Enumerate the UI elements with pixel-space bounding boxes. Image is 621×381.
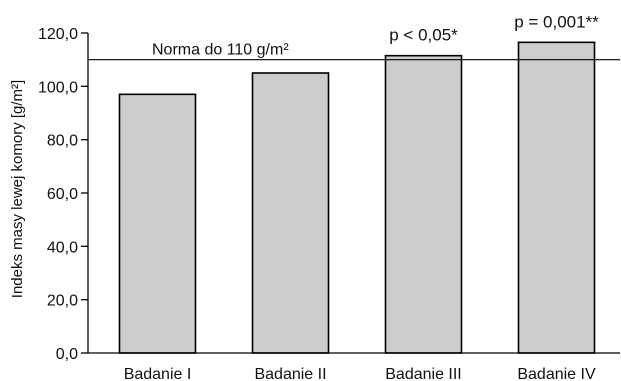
x-tick-label: Badanie II — [254, 366, 326, 381]
bar-annotation: p = 0,001** — [514, 12, 599, 31]
y-tick-label: 20,0 — [47, 293, 78, 310]
y-tick-label: 80,0 — [47, 133, 78, 150]
y-axis: 0,0 20,0 40,0 60,0 80,0 100,0 120,0 — [38, 26, 89, 363]
x-axis: Badanie I Badanie II Badanie III Badanie IV — [88, 352, 620, 381]
reference-line-label: Norma do 110 g/m² — [152, 42, 289, 59]
bar — [251, 72, 330, 354]
x-tick-label: Badanie IV — [517, 366, 596, 381]
x-tick-label: Badanie I — [124, 366, 192, 381]
bar — [384, 54, 463, 354]
y-tick-label: 40,0 — [47, 239, 78, 256]
y-tick-label: 100,0 — [38, 79, 78, 96]
bars-group: p < 0,05* p = 0,001** — [118, 12, 599, 354]
reference-line-group: Norma do 110 g/m² — [88, 42, 620, 61]
bar — [517, 41, 596, 354]
bar — [118, 93, 197, 354]
y-tick-label: 60,0 — [47, 186, 78, 203]
x-tick-label: Badanie III — [385, 366, 462, 381]
bar-annotation: p < 0,05* — [389, 26, 458, 45]
y-tick-label: 120,0 — [38, 26, 78, 43]
y-tick-label: 0,0 — [56, 346, 78, 363]
y-axis-label: Indeks masy lewej komory [g/m²] — [9, 80, 26, 298]
